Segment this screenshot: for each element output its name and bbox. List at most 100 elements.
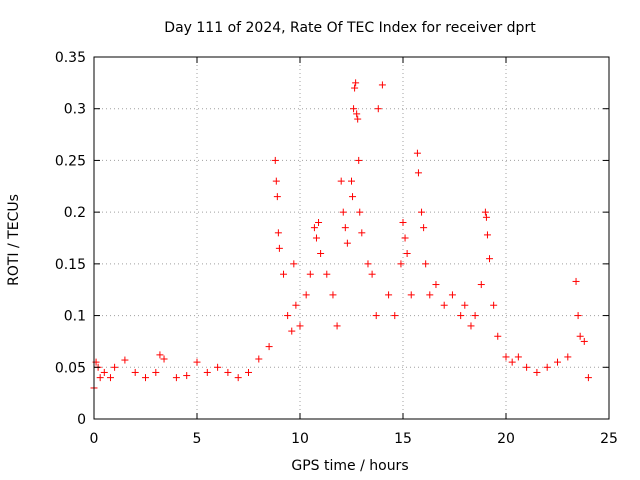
data-point <box>203 368 211 376</box>
data-point <box>461 301 469 309</box>
data-point <box>574 312 582 320</box>
chart-title: Day 111 of 2024, Rate Of TEC Index for r… <box>164 20 536 36</box>
data-point <box>96 374 104 382</box>
data-point <box>152 368 160 376</box>
data-point <box>580 337 588 345</box>
data-point <box>306 270 314 278</box>
data-point <box>273 193 281 201</box>
data-point <box>514 353 522 361</box>
data-point <box>312 234 320 242</box>
data-point <box>245 368 252 376</box>
data-point <box>420 224 428 232</box>
data-point <box>121 356 129 364</box>
data-point <box>310 224 318 232</box>
data-point <box>368 270 376 278</box>
data-point <box>374 105 382 113</box>
data-point <box>372 312 380 320</box>
data-point <box>339 208 347 216</box>
y-tick-label: 0.05 <box>55 360 86 376</box>
data-point <box>414 169 422 177</box>
data-point <box>131 368 139 376</box>
data-point <box>353 110 361 118</box>
data-point <box>284 312 292 320</box>
grid <box>94 57 609 419</box>
data-point <box>576 332 584 340</box>
y-tick-label: 0.35 <box>55 50 86 66</box>
data-point <box>323 270 331 278</box>
data-point <box>508 358 516 366</box>
data-point <box>193 358 201 366</box>
data-point <box>490 301 498 309</box>
data-point <box>401 234 409 242</box>
data-point <box>467 322 475 330</box>
data-point <box>349 193 357 201</box>
x-tick-label: 25 <box>600 431 618 447</box>
data-point <box>255 355 263 363</box>
data-point <box>271 156 279 164</box>
data-point <box>418 208 426 216</box>
data-point <box>471 312 479 320</box>
data-point <box>572 277 580 285</box>
data-point <box>397 260 405 268</box>
data-point <box>100 368 108 376</box>
data-point <box>391 312 399 320</box>
data-point <box>274 229 282 237</box>
data-point <box>355 156 363 164</box>
data-point <box>172 374 180 382</box>
data-point <box>457 312 465 320</box>
data-point <box>106 374 114 382</box>
data-point <box>358 229 366 237</box>
data-point <box>350 105 358 113</box>
y-tick-label: 0.25 <box>55 153 86 169</box>
data-point <box>337 177 345 185</box>
data-point <box>403 250 411 258</box>
data-point <box>343 239 351 247</box>
data-point <box>296 322 304 330</box>
data-point <box>554 358 561 366</box>
data-point <box>142 374 149 382</box>
y-axis-label: ROTI / TECUs <box>6 194 22 286</box>
data-point <box>494 332 502 340</box>
data-point <box>486 255 494 263</box>
plot-frame <box>93 56 610 420</box>
data-point <box>564 353 572 361</box>
data-point <box>183 372 191 380</box>
data-point <box>413 149 421 157</box>
data-point <box>482 213 490 221</box>
data-point <box>288 327 296 335</box>
data-point <box>290 260 298 268</box>
data-point <box>543 363 551 371</box>
x-tick-label: 20 <box>497 431 515 447</box>
data-point <box>341 224 349 232</box>
y-tick-label: 0.2 <box>64 205 86 221</box>
data-point <box>224 368 232 376</box>
data-point <box>440 301 448 309</box>
data-point <box>272 177 280 185</box>
data-point <box>378 81 386 89</box>
data-point <box>432 281 440 289</box>
data-point <box>234 374 242 382</box>
data-point <box>329 291 337 299</box>
data-point <box>422 260 430 268</box>
x-tick-label: 0 <box>90 431 99 447</box>
data-point <box>407 291 415 299</box>
data-point <box>351 84 359 92</box>
data-point <box>364 260 372 268</box>
data-point <box>317 250 325 258</box>
data-point <box>481 208 489 216</box>
data-point <box>348 177 355 185</box>
data-point <box>333 322 341 330</box>
data-point <box>111 363 119 371</box>
data-point <box>385 291 393 299</box>
data-point <box>483 231 491 239</box>
data-point <box>160 355 168 363</box>
data-point <box>280 270 288 278</box>
data-point <box>523 363 531 371</box>
data-point <box>399 218 407 226</box>
data-point <box>214 363 222 371</box>
data-point <box>356 208 364 216</box>
x-axis: 0 5 10 15 20 25 <box>90 57 618 447</box>
data-point <box>265 343 273 351</box>
x-tick-label: 5 <box>193 431 202 447</box>
